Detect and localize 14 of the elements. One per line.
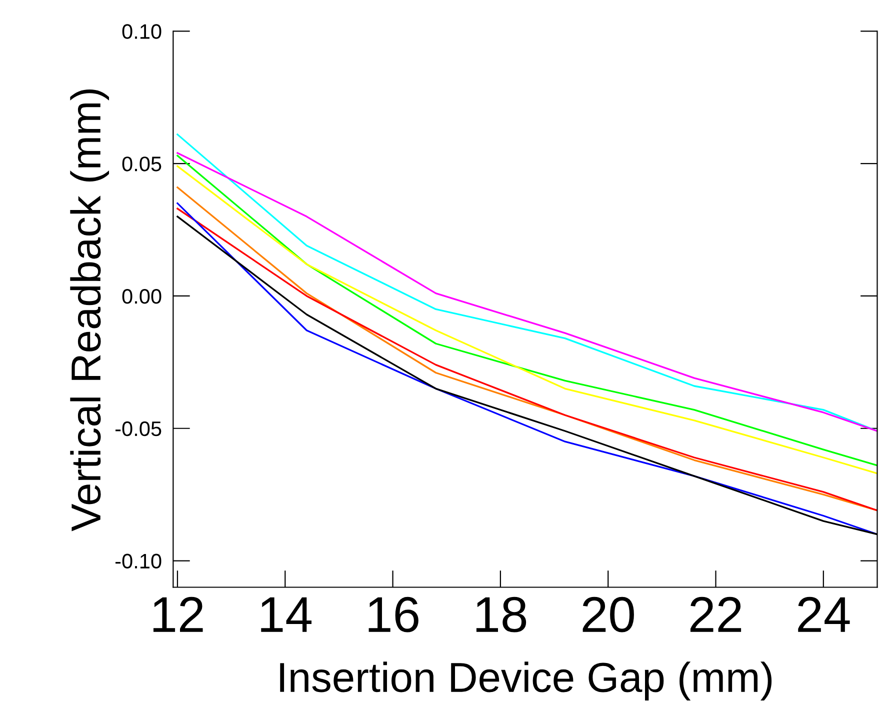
x-tick-label: 12: [153, 596, 203, 632]
x-tick-label: 20: [582, 596, 634, 632]
x-tick-label: 16: [368, 596, 418, 632]
y-tick-label: 0.00: [122, 288, 162, 304]
y-axis-title: Vertical Readback (mm): [70, 89, 109, 532]
y-tick-label: 0.05: [122, 156, 162, 172]
y-tick-label: -0.10: [115, 554, 162, 569]
x-tick-label: 24: [798, 596, 850, 632]
x-tick-label: 22: [690, 596, 742, 632]
y-tick-label: 0.10: [122, 24, 162, 39]
x-tick-label: 14: [261, 597, 312, 632]
x-tick-label: 18: [476, 596, 526, 632]
x-axis-title: Insertion Device Gap (mm): [280, 662, 772, 700]
y-tick-label: -0.05: [115, 421, 162, 436]
